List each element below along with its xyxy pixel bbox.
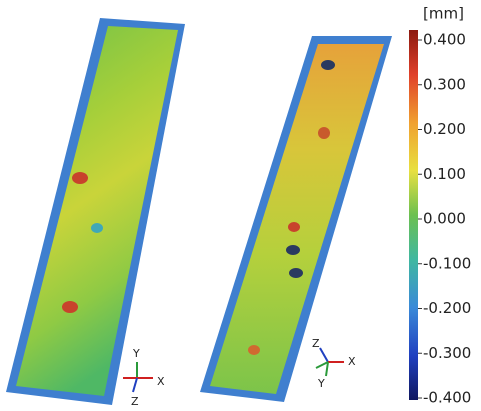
left-part: [6, 18, 185, 405]
colorbar-label: -0.200: [423, 299, 471, 317]
colorbar: [mm] 0.400 0.300 0.200 0.100 0.000 -0.100 -0.2…: [409, 5, 471, 407]
axis-label: Z: [131, 395, 139, 408]
axis-label: Y: [132, 347, 140, 360]
right-part: [200, 36, 392, 402]
colorbar-label: 0.300: [423, 75, 466, 93]
axis-triad: Y X Z: [123, 347, 165, 408]
colorbar-label: -0.300: [423, 344, 471, 362]
scan-figure: [mm] 0.400 0.300 0.200 0.100 0.000 -0.100 -0.2…: [0, 0, 481, 411]
colorbar-label: 0.000: [423, 210, 466, 228]
axis-triad: Z X Y: [312, 337, 356, 390]
colorbar-gradient: [409, 30, 418, 400]
axis-label: X: [348, 355, 356, 368]
colorbar-unit: [mm]: [423, 5, 464, 23]
axis-label: X: [157, 375, 165, 388]
colorbar-label: 0.100: [423, 165, 466, 183]
axis-label: Z: [312, 337, 320, 350]
colorbar-label: 0.200: [423, 120, 466, 138]
colorbar-label: 0.400: [423, 31, 466, 49]
axis-label: Y: [317, 377, 325, 390]
colorbar-label: -0.100: [423, 254, 471, 272]
colorbar-label: -0.400: [423, 389, 471, 407]
